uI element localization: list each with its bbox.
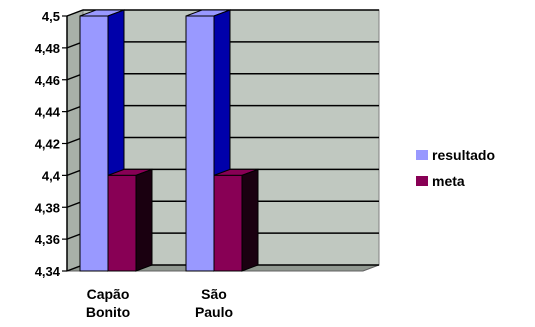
y-tick-label: 4,4 xyxy=(42,168,61,183)
x-axis: Capão Bonito São Paulo xyxy=(86,286,233,320)
legend-label-resultado: resultado xyxy=(432,147,495,163)
y-tick-label: 4,48 xyxy=(35,41,60,56)
x-tick-label: Capão Bonito xyxy=(86,286,130,320)
bar-front xyxy=(79,15,109,272)
y-tick-label: 4,42 xyxy=(35,137,60,152)
bar-front xyxy=(185,15,215,272)
y-tick-label: 4,46 xyxy=(35,73,60,88)
bar-front xyxy=(107,174,137,272)
bar-meta-1 xyxy=(213,168,259,272)
y-tick-label: 4,44 xyxy=(35,105,61,120)
legend-swatch-resultado xyxy=(416,150,428,160)
y-tick-label: 4,5 xyxy=(42,9,60,24)
y-axis: 4,34 4,36 4,38 4,4 4,42 4,44 4,46 4,48 4,5 xyxy=(35,9,68,279)
y-tick-label: 4,36 xyxy=(35,232,60,247)
bar-side xyxy=(241,168,259,272)
bar-front xyxy=(213,174,243,272)
x-tick-label: São Paulo xyxy=(195,286,233,320)
bar-side xyxy=(135,168,153,272)
legend-box xyxy=(413,141,535,196)
legend-label-meta: meta xyxy=(432,173,465,189)
legend: resultado meta xyxy=(413,141,535,196)
y-tick-label: 4,38 xyxy=(35,200,60,215)
bar-meta-0 xyxy=(107,168,153,272)
y-tick-label: 4,34 xyxy=(35,264,61,279)
bars xyxy=(79,9,259,272)
legend-swatch-meta xyxy=(416,176,428,186)
gridline xyxy=(66,9,379,17)
